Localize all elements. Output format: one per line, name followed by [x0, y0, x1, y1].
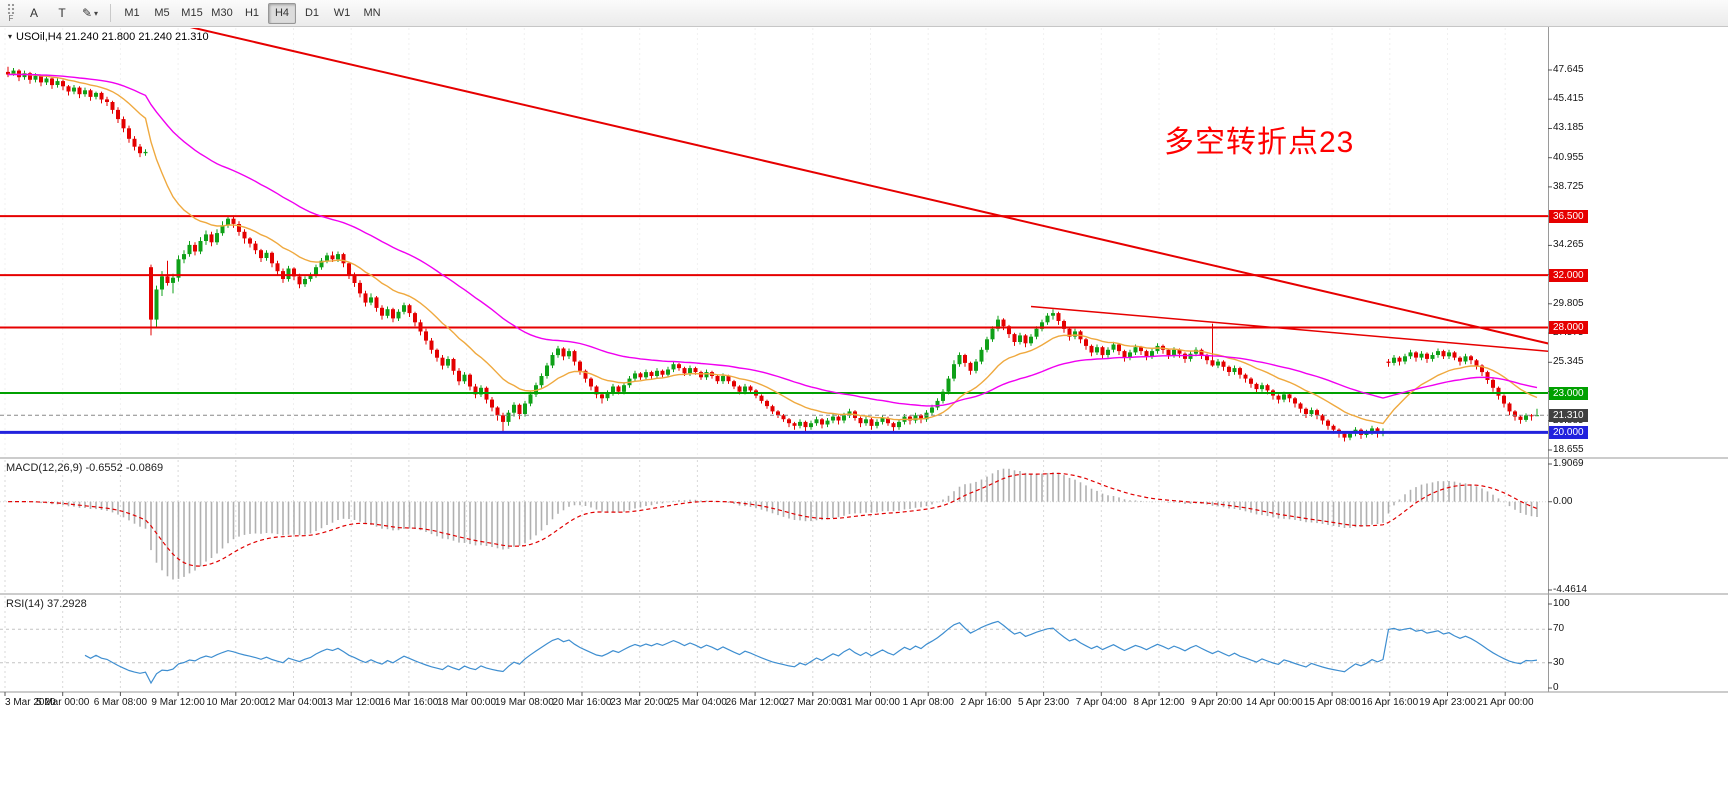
price-axis-label: 25.345 — [1553, 356, 1584, 368]
timeframe-m30-button[interactable]: M30 — [211, 6, 233, 19]
time-axis-label: 8 Apr 12:00 — [1133, 697, 1185, 708]
time-axis-label: 12 Mar 04:00 — [264, 697, 323, 708]
text-tool-button[interactable]: T — [49, 2, 75, 24]
price-axis-label: 38.725 — [1553, 180, 1584, 192]
symbol-ohlc-text: USOil,H4 21.240 21.800 21.240 21.310 — [16, 31, 209, 43]
price-axis-label: 47.645 — [1553, 64, 1584, 75]
time-axis-label: 16 Mar 16:00 — [379, 697, 439, 708]
price-axis-label: 34.265 — [1553, 239, 1584, 251]
timeframe-mn-button[interactable]: MN — [363, 6, 381, 19]
time-axis-label: 20 Mar 16:00 — [552, 697, 612, 708]
time-axis-label: 7 Apr 04:00 — [1075, 697, 1127, 708]
time-axis-label: 1 Apr 08:00 — [902, 697, 954, 708]
timeframe-m15-button[interactable]: M15 — [181, 6, 203, 19]
macd-scale-label: -4.4614 — [1553, 584, 1587, 595]
time-axis-label: 9 Mar 12:00 — [151, 697, 205, 708]
rsi-scale-label: 70 — [1553, 623, 1565, 635]
symbol-marker-icon: ▾ — [8, 32, 13, 41]
rsi-scale-label: 100 — [1553, 598, 1570, 609]
chart-annotation-text: 多空转折点23 — [1164, 126, 1355, 159]
pointer-a-tool-button[interactable]: A — [21, 2, 47, 24]
time-axis-label: 27 Mar 20:00 — [783, 697, 843, 708]
grip-dots-icon — [6, 3, 16, 14]
price-axis-label: 18.655 — [1553, 443, 1584, 455]
price-level-tag: 32.000 — [1549, 268, 1588, 282]
time-axis-label: 14 Apr 00:00 — [1246, 697, 1303, 708]
toolbar: F A T ✎ ▾ M1 M5 M15 M30 H1 H4 D1 W1 MN — [0, 0, 1728, 27]
price-axis-label: 45.415 — [1553, 93, 1584, 105]
price-level-tag: 28.000 — [1549, 321, 1588, 334]
time-axis-label: 5 Mar 00:00 — [36, 697, 90, 708]
time-axis-label: 18 Mar 00:00 — [437, 697, 497, 708]
grip-label: F — [8, 14, 14, 23]
price-axis-label: 29.805 — [1553, 297, 1584, 309]
current-price-tag: 21.310 — [1549, 408, 1588, 422]
time-axis-label: 6 Mar 08:00 — [93, 697, 148, 708]
timeframe-d1-button[interactable]: D1 — [304, 6, 320, 19]
timeframe-m1-button[interactable]: M1 — [124, 6, 140, 19]
panel-separator-macd[interactable] — [0, 456, 1728, 460]
macd-scale-label: 1.9069 — [1553, 458, 1584, 469]
price-axis-label: 43.185 — [1553, 122, 1584, 134]
time-axis-label: 9 Apr 20:00 — [1191, 697, 1243, 708]
toolbar-grip[interactable]: F — [2, 1, 20, 25]
price-level-tag: 23.000 — [1549, 386, 1588, 400]
time-axis-label: 3 Mar 2020 — [5, 697, 56, 708]
chart-symbol-title: ▾ USOil,H4 21.240 21.800 21.240 21.310 — [8, 31, 209, 43]
time-axis-label: 31 Mar 00:00 — [841, 697, 900, 708]
timeframe-m5-button[interactable]: M5 — [154, 6, 170, 19]
macd-scale-label: 0.00 — [1553, 495, 1573, 507]
pencil-icon: ✎ — [81, 6, 93, 20]
panel-separator-rsi[interactable] — [0, 592, 1728, 596]
time-axis-label: 16 Apr 16:00 — [1361, 697, 1419, 708]
pointer-a-icon: A — [29, 6, 38, 20]
macd-label: MACD(12,26,9) -0.6552 -0.0869 — [6, 462, 164, 474]
rsi-scale-label: 0 — [1553, 682, 1559, 693]
rsi-scale-label: 30 — [1553, 656, 1565, 668]
time-axis-label: 25 Mar 04:00 — [667, 697, 727, 708]
time-axis-label: 19 Mar 08:00 — [494, 697, 554, 708]
price-level-tag: 36.500 — [1549, 209, 1588, 223]
draw-tool-button[interactable]: ✎ ▾ — [77, 2, 103, 24]
text-tool-icon: T — [58, 6, 66, 20]
price-level-tag: 20.000 — [1549, 425, 1588, 439]
time-axis-label: 15 Apr 08:00 — [1303, 697, 1361, 708]
time-axis-label: 13 Mar 12:00 — [321, 697, 381, 708]
timeframe-toolbar: M1 M5 M15 M30 H1 H4 D1 W1 MN — [117, 2, 387, 24]
time-axis-label: 19 Apr 23:00 — [1419, 697, 1476, 708]
time-axis-label: 23 Mar 20:00 — [610, 697, 670, 708]
time-axis-label: 10 Mar 20:00 — [206, 697, 266, 708]
timeframe-w1-button[interactable]: W1 — [333, 6, 351, 19]
time-axis-label: 26 Mar 12:00 — [725, 697, 785, 708]
toolbar-separator — [110, 4, 111, 22]
timeframe-h4-button[interactable]: H4 — [268, 2, 296, 24]
timeframe-h1-button[interactable]: H1 — [244, 6, 260, 19]
price-axis-label: 40.955 — [1553, 151, 1584, 163]
chevron-down-icon: ▾ — [94, 8, 99, 18]
time-axis-label: 5 Apr 23:00 — [1018, 697, 1070, 708]
rsi-label: RSI(14) 37.2928 — [6, 598, 87, 610]
time-axis-label: 2 Apr 16:00 — [960, 697, 1012, 708]
time-axis-label: 21 Apr 00:00 — [1476, 697, 1534, 708]
